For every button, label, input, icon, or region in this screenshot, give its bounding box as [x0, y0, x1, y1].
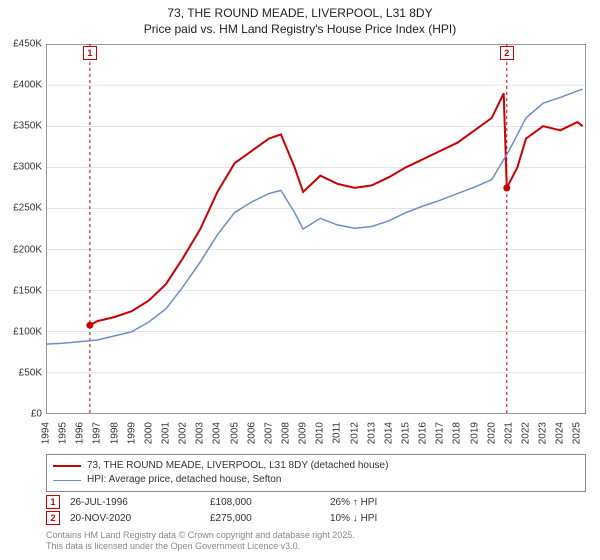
legend-label-hpi: HPI: Average price, detached house, Seft…: [87, 473, 281, 487]
chart-area: £0£50K£100K£150K£200K£250K£300K£350K£400…: [46, 44, 586, 414]
x-tick-label: 2014: [383, 422, 394, 444]
x-tick-label: 1996: [75, 422, 86, 444]
x-tick-label: 1999: [126, 422, 137, 444]
y-tick-label: £0: [31, 409, 42, 420]
marker-date: 26-JUL-1996: [70, 497, 200, 508]
legend-swatch-hpi: [53, 480, 81, 481]
x-tick-label: 1994: [41, 422, 52, 444]
marker-price: £275,000: [210, 513, 320, 524]
x-tick-label: 2017: [435, 422, 446, 444]
x-axis-labels: 1994199519961997199819992000200120022003…: [46, 416, 586, 450]
x-tick-label: 2015: [401, 422, 412, 444]
chart-marker-1: 1: [83, 46, 97, 60]
x-tick-label: 1995: [58, 422, 69, 444]
x-tick-label: 2000: [143, 422, 154, 444]
x-tick-label: 2025: [572, 422, 583, 444]
chart-svg: [46, 44, 586, 414]
x-tick-label: 2006: [246, 422, 257, 444]
legend-row-property: 73, THE ROUND MEADE, LIVERPOOL, L31 8DY …: [53, 459, 579, 473]
attribution-line-1: Contains HM Land Registry data © Crown c…: [46, 530, 586, 541]
marker-table-row: 1 26-JUL-1996 £108,000 26% ↑ HPI: [46, 494, 586, 510]
marker-date: 20-NOV-2020: [70, 513, 200, 524]
chart-marker-2: 2: [500, 46, 514, 60]
x-tick-label: 2001: [161, 422, 172, 444]
x-tick-label: 2011: [332, 422, 343, 444]
x-tick-label: 2003: [195, 422, 206, 444]
attribution-line-2: This data is licensed under the Open Gov…: [46, 541, 586, 552]
x-tick-label: 2013: [366, 422, 377, 444]
x-tick-label: 2020: [486, 422, 497, 444]
x-tick-label: 2010: [315, 422, 326, 444]
x-tick-label: 2008: [281, 422, 292, 444]
x-tick-label: 2005: [229, 422, 240, 444]
x-tick-label: 2012: [349, 422, 360, 444]
y-axis-labels: £0£50K£100K£150K£200K£250K£300K£350K£400…: [2, 44, 44, 414]
title-block: 73, THE ROUND MEADE, LIVERPOOL, L31 8DY …: [0, 0, 600, 37]
x-tick-label: 2019: [469, 422, 480, 444]
y-tick-label: £400K: [13, 80, 42, 91]
marker-id-box: 1: [46, 495, 60, 509]
marker-table-row: 2 20-NOV-2020 £275,000 10% ↓ HPI: [46, 510, 586, 526]
x-tick-label: 2009: [298, 422, 309, 444]
y-tick-label: £450K: [13, 39, 42, 50]
x-tick-label: 2002: [178, 422, 189, 444]
y-tick-label: £100K: [13, 326, 42, 337]
x-tick-label: 1998: [109, 422, 120, 444]
x-tick-label: 2021: [503, 422, 514, 444]
x-tick-label: 2023: [538, 422, 549, 444]
attribution: Contains HM Land Registry data © Crown c…: [46, 530, 586, 552]
marker-hpi: 10% ↓ HPI: [330, 513, 450, 524]
x-tick-label: 2022: [521, 422, 532, 444]
legend-label-property: 73, THE ROUND MEADE, LIVERPOOL, L31 8DY …: [87, 459, 388, 473]
marker-hpi: 26% ↑ HPI: [330, 497, 450, 508]
title-line-1: 73, THE ROUND MEADE, LIVERPOOL, L31 8DY: [0, 6, 600, 22]
x-tick-label: 2007: [263, 422, 274, 444]
x-tick-label: 2016: [418, 422, 429, 444]
y-tick-label: £350K: [13, 121, 42, 132]
marker-id-box: 2: [46, 511, 60, 525]
legend-row-hpi: HPI: Average price, detached house, Seft…: [53, 473, 579, 487]
y-tick-label: £50K: [19, 367, 42, 378]
y-tick-label: £300K: [13, 162, 42, 173]
y-tick-label: £250K: [13, 203, 42, 214]
x-tick-label: 2004: [212, 422, 223, 444]
marker-price: £108,000: [210, 497, 320, 508]
y-tick-label: £200K: [13, 244, 42, 255]
legend-swatch-property: [53, 465, 81, 467]
y-tick-label: £150K: [13, 285, 42, 296]
marker-table: 1 26-JUL-1996 £108,000 26% ↑ HPI 2 20-NOV-202…: [46, 494, 586, 526]
x-tick-label: 2018: [452, 422, 463, 444]
legend: 73, THE ROUND MEADE, LIVERPOOL, L31 8DY …: [46, 454, 586, 492]
title-line-2: Price paid vs. HM Land Registry's House …: [0, 22, 600, 38]
x-tick-label: 2024: [555, 422, 566, 444]
x-tick-label: 1997: [92, 422, 103, 444]
chart-container: 73, THE ROUND MEADE, LIVERPOOL, L31 8DY …: [0, 0, 600, 560]
